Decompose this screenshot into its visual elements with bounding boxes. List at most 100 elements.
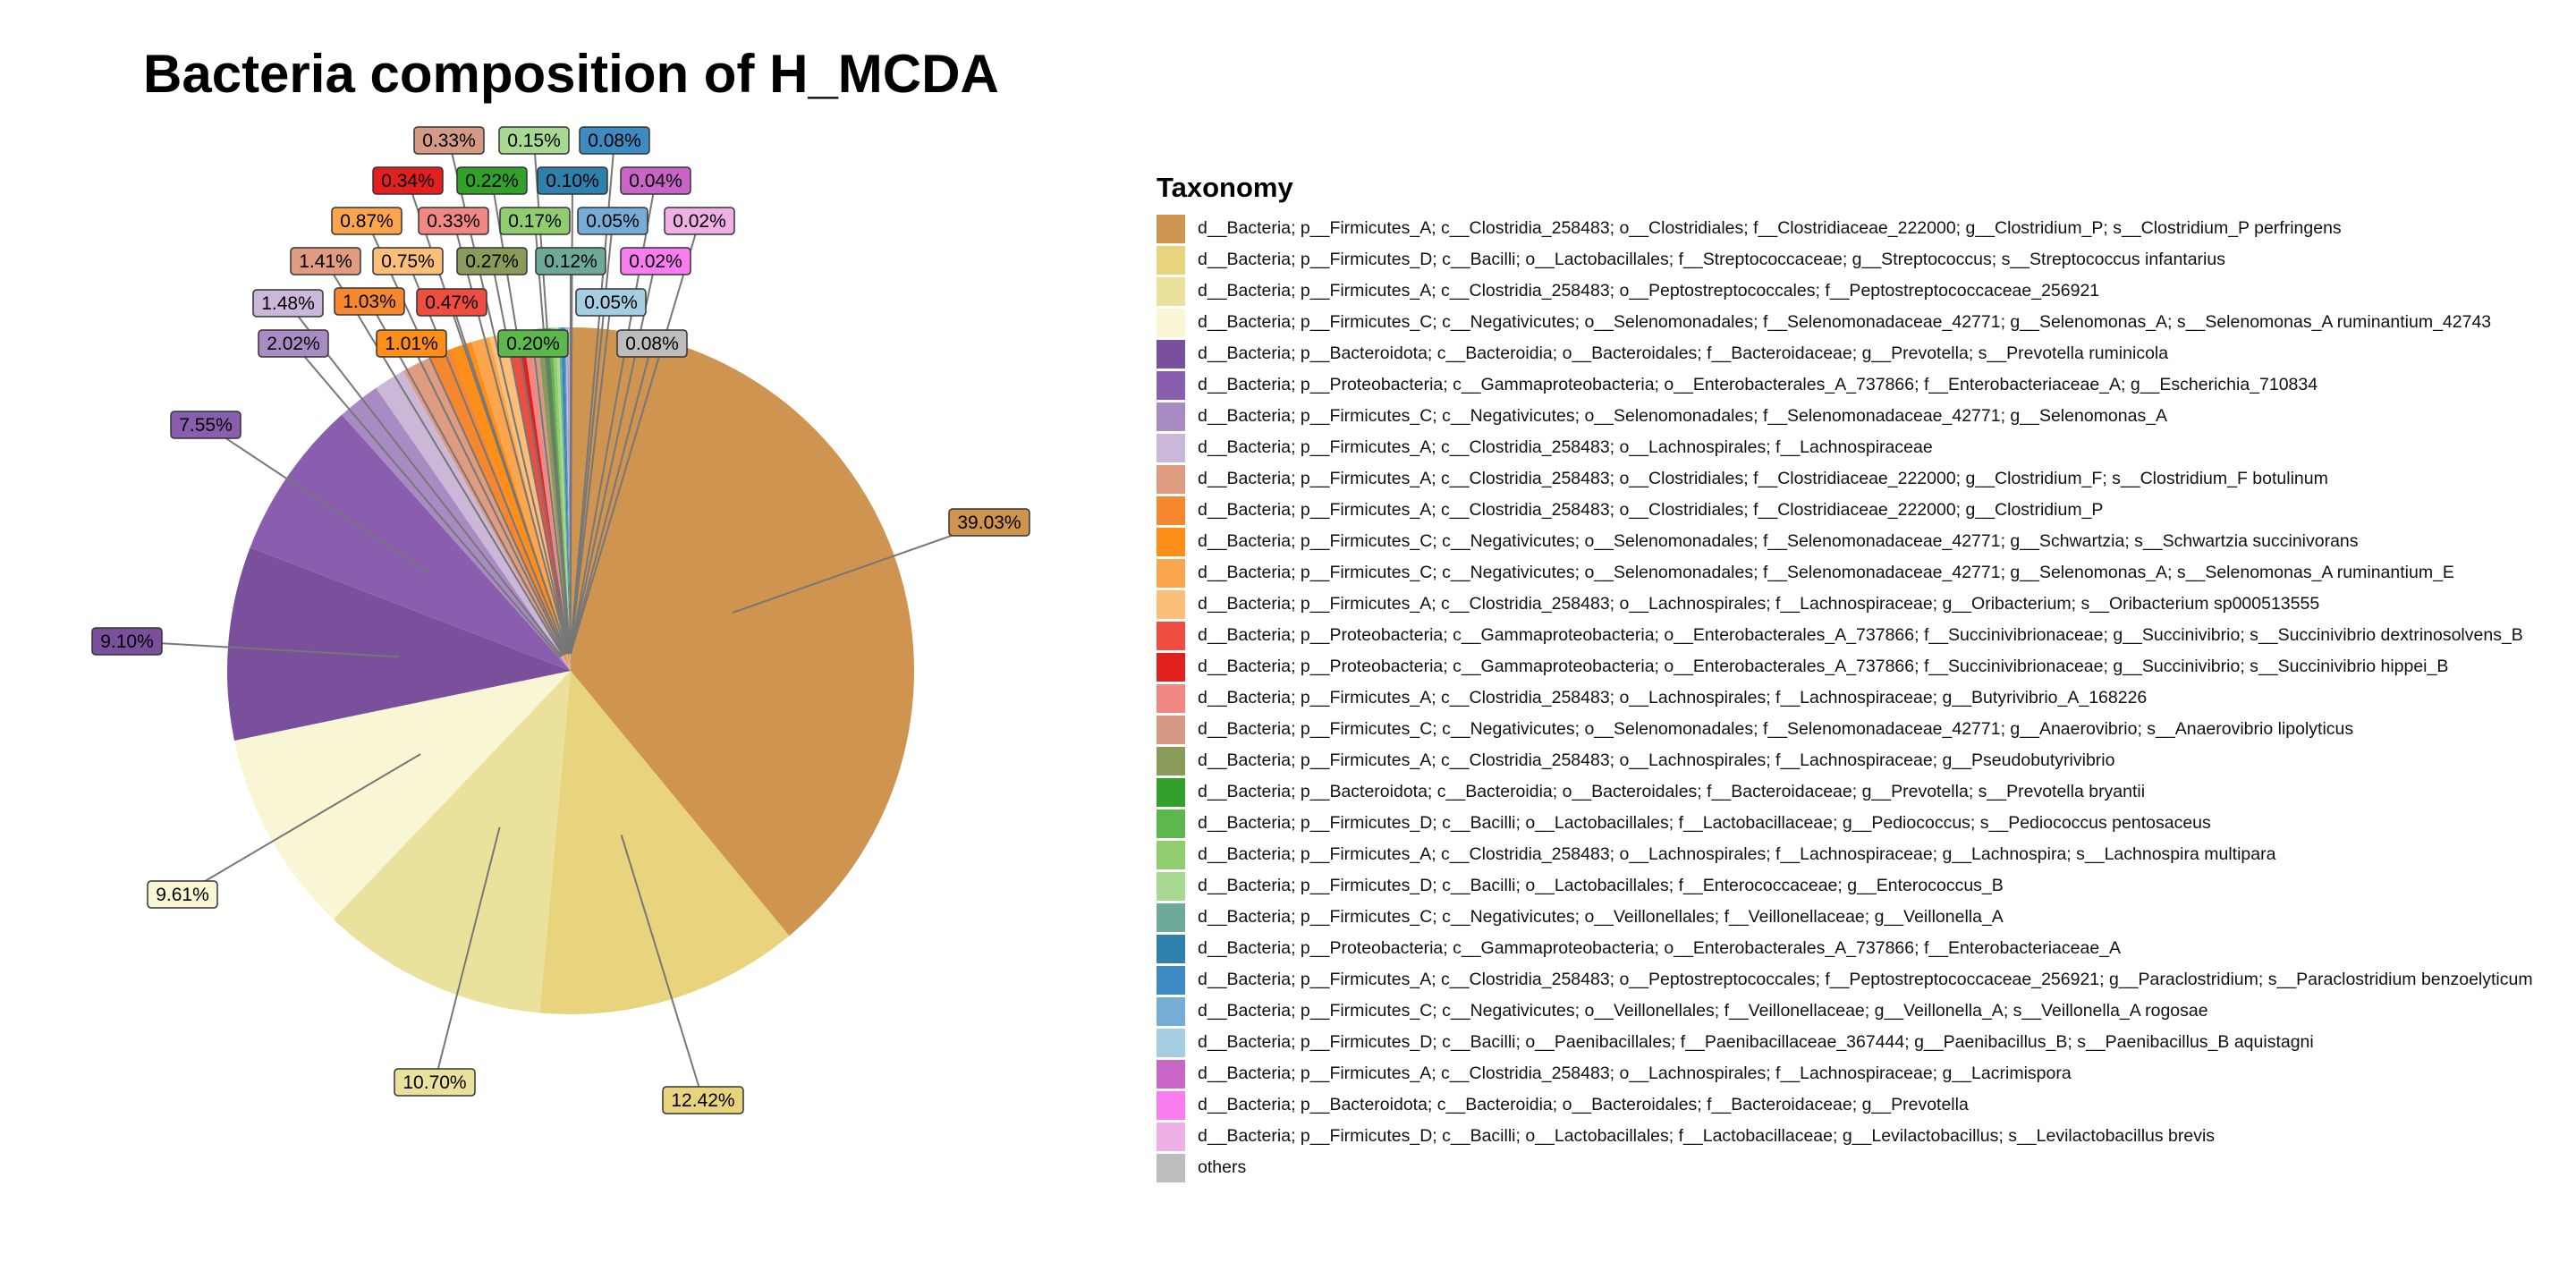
label-box xyxy=(575,288,647,317)
legend-label: d__Bacteria; p__Firmicutes_D; c__Bacilli… xyxy=(1198,813,2211,833)
slice-label: 1.03% xyxy=(334,287,405,316)
legend-label: d__Bacteria; p__Firmicutes_A; c__Clostri… xyxy=(1198,750,2115,770)
legend-label: d__Bacteria; p__Firmicutes_C; c__Negativ… xyxy=(1198,406,2168,426)
legend-item: d__Bacteria; p__Firmicutes_C; c__Negativ… xyxy=(1157,526,2533,557)
slice-label: 0.10% xyxy=(537,166,608,195)
leader-line xyxy=(534,220,571,654)
label-box xyxy=(456,166,528,195)
label-box xyxy=(497,329,569,358)
label-box xyxy=(664,207,735,235)
label-text: 0.15% xyxy=(507,131,561,151)
leader-line xyxy=(570,343,653,655)
label-box xyxy=(334,287,405,316)
legend-item: d__Bacteria; p__Firmicutes_D; c__Bacilli… xyxy=(1157,808,2533,839)
legend-swatch xyxy=(1157,464,1185,494)
legend-item: d__Bacteria; p__Firmicutes_A; c__Clostri… xyxy=(1157,589,2533,620)
leader-line xyxy=(569,301,612,654)
label-box xyxy=(535,247,606,275)
legend-swatch xyxy=(1157,339,1185,369)
legend-label: d__Bacteria; p__Proteobacteria; c__Gamma… xyxy=(1198,375,2318,394)
label-box xyxy=(252,289,324,318)
legend-swatch xyxy=(1157,715,1185,744)
legend-label: d__Bacteria; p__Firmicutes_D; c__Bacilli… xyxy=(1198,250,2225,269)
slice-label: 12.42% xyxy=(662,1086,744,1114)
label-box xyxy=(537,166,608,195)
chart-title: Bacteria composition of H_MCDA xyxy=(143,44,999,104)
slice-label: 0.27% xyxy=(456,247,528,275)
legend-label: d__Bacteria; p__Firmicutes_D; c__Bacilli… xyxy=(1198,876,2004,895)
label-box xyxy=(662,1086,744,1114)
leader-line xyxy=(434,826,501,1083)
label-text: 2.02% xyxy=(267,334,320,354)
leader-line xyxy=(325,260,564,657)
label-box xyxy=(372,247,444,275)
label-text: 7.55% xyxy=(179,415,233,436)
label-box xyxy=(499,207,571,235)
slice-label: 1.48% xyxy=(252,289,324,318)
slice-label: 0.47% xyxy=(416,288,487,317)
label-box xyxy=(456,247,528,275)
label-box xyxy=(948,508,1030,537)
legend-label: d__Bacteria; p__Firmicutes_C; c__Negativ… xyxy=(1198,563,2454,582)
legend-swatch xyxy=(1157,902,1185,932)
pie-slice xyxy=(568,327,571,671)
leader-line xyxy=(569,260,657,655)
legend-label: d__Bacteria; p__Bacteroidota; c__Bactero… xyxy=(1198,782,2146,801)
slice-label: 0.08% xyxy=(579,126,650,155)
label-text: 9.10% xyxy=(100,631,154,652)
label-text: 0.04% xyxy=(629,171,682,191)
label-box xyxy=(170,411,242,439)
label-text: 0.12% xyxy=(544,251,597,272)
slice-label: 39.03% xyxy=(948,508,1030,537)
leader-line xyxy=(569,220,700,655)
label-text: 12.42% xyxy=(671,1090,734,1111)
legend-item: d__Bacteria; p__Firmicutes_A; c__Clostri… xyxy=(1157,964,2533,996)
legend-item: others xyxy=(1157,1152,2533,1183)
legend-swatch xyxy=(1157,1059,1185,1089)
label-text: 0.33% xyxy=(422,131,476,151)
legend-item: d__Bacteria; p__Proteobacteria; c__Gamma… xyxy=(1157,933,2533,964)
legend-item: d__Bacteria; p__Firmicutes_A; c__Clostri… xyxy=(1157,213,2533,244)
legend-swatch xyxy=(1157,621,1185,650)
legend-label: d__Bacteria; p__Firmicutes_A; c__Clostri… xyxy=(1198,218,2342,238)
label-text: 0.33% xyxy=(427,211,480,232)
slice-label: 0.22% xyxy=(456,166,528,195)
label-text: 1.48% xyxy=(261,293,315,314)
leader-line xyxy=(491,260,571,655)
label-box xyxy=(620,247,691,275)
label-text: 1.03% xyxy=(343,292,396,312)
legend-item: d__Bacteria; p__Firmicutes_A; c__Clostri… xyxy=(1157,1058,2533,1089)
leader-line xyxy=(369,301,565,656)
slice-label: 0.33% xyxy=(418,207,489,235)
legend-label: d__Bacteria; p__Firmicutes_C; c__Negativ… xyxy=(1198,312,2492,332)
legend-item: d__Bacteria; p__Firmicutes_A; c__Clostri… xyxy=(1157,682,2533,714)
legend-swatch xyxy=(1157,245,1185,275)
legend-label: d__Bacteria; p__Firmicutes_A; c__Clostri… xyxy=(1198,844,2276,864)
label-text: 0.02% xyxy=(673,211,726,232)
label-text: 0.22% xyxy=(465,171,519,191)
legend-swatch xyxy=(1157,777,1185,807)
legend-item: d__Bacteria; p__Firmicutes_A; c__Clostri… xyxy=(1157,275,2533,307)
label-box xyxy=(258,329,329,358)
legend-item: d__Bacteria; p__Firmicutes_A; c__Clostri… xyxy=(1157,432,2533,463)
legend-swatch xyxy=(1157,589,1185,619)
slice-label: 0.33% xyxy=(413,126,485,155)
legend-item: d__Bacteria; p__Firmicutes_C; c__Negativ… xyxy=(1157,996,2533,1027)
pie-slice xyxy=(333,671,571,1013)
legend-item: d__Bacteria; p__Bacteroidota; c__Bactero… xyxy=(1157,776,2533,808)
leader-line xyxy=(292,343,561,658)
slice-label: 0.87% xyxy=(331,207,402,235)
legend-item: d__Bacteria; p__Firmicutes_C; c__Negativ… xyxy=(1157,714,2533,745)
legend-swatch xyxy=(1157,871,1185,901)
legend-label: d__Bacteria; p__Proteobacteria; c__Gamma… xyxy=(1198,657,2449,676)
label-box xyxy=(577,207,648,235)
slice-label: 2.02% xyxy=(258,329,329,358)
legend-item: d__Bacteria; p__Firmicutes_A; c__Clostri… xyxy=(1157,463,2533,495)
legend-swatch xyxy=(1157,996,1185,1026)
pie-slice xyxy=(563,327,571,671)
legend-label: d__Bacteria; p__Proteobacteria; c__Gamma… xyxy=(1198,938,2122,958)
pie-slice xyxy=(515,330,571,671)
leader-line xyxy=(732,521,990,614)
slice-label: 0.15% xyxy=(498,126,570,155)
legend-swatch xyxy=(1157,652,1185,682)
